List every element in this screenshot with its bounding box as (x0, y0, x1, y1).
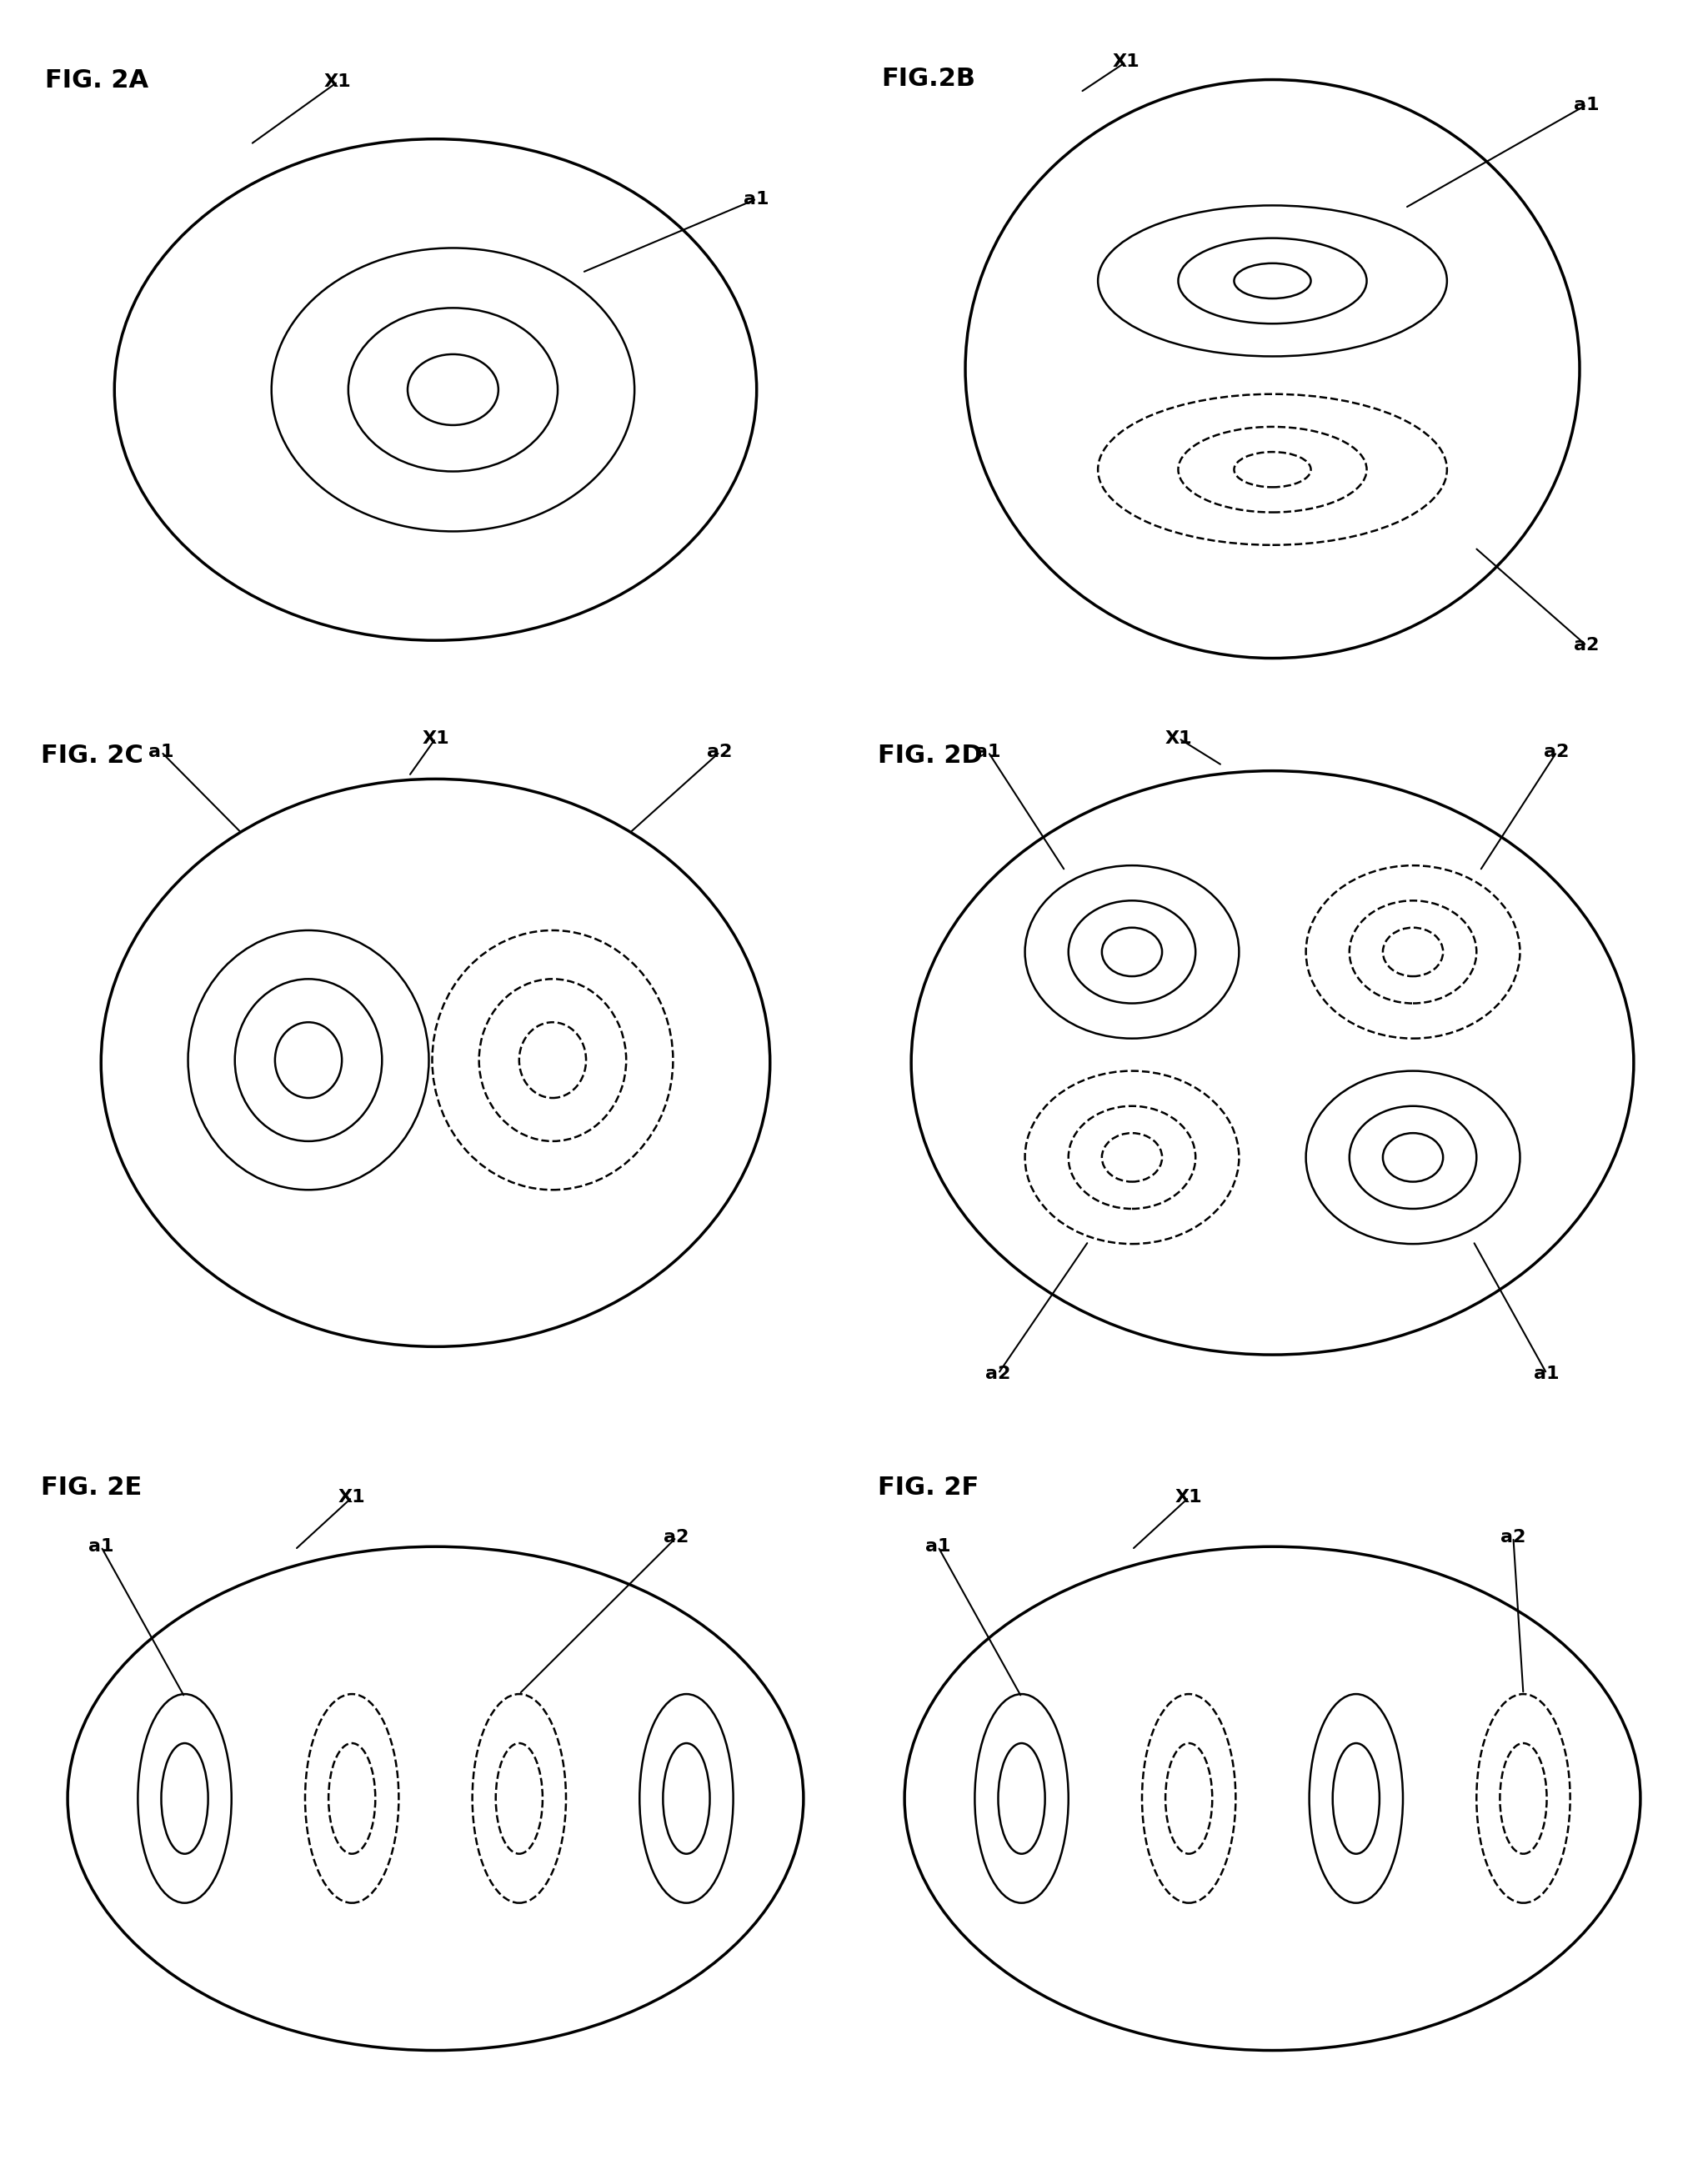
Text: a2: a2 (986, 1365, 1011, 1382)
Text: X1: X1 (325, 74, 352, 89)
Text: a1: a1 (89, 1539, 114, 1554)
Text: a1: a1 (745, 190, 769, 207)
Text: a1: a1 (149, 743, 174, 761)
Text: a2: a2 (1544, 743, 1570, 761)
Text: FIG. 2E: FIG. 2E (41, 1476, 142, 1500)
Text: a2: a2 (1575, 637, 1599, 654)
Text: FIG. 2D: FIG. 2D (878, 743, 982, 767)
Text: X1: X1 (1165, 730, 1192, 748)
Text: X1: X1 (422, 730, 449, 748)
Text: a1: a1 (1534, 1365, 1559, 1382)
Text: a2: a2 (1501, 1528, 1525, 1546)
Text: a1: a1 (1573, 96, 1599, 113)
Text: a1: a1 (926, 1539, 951, 1554)
Text: FIG. 2A: FIG. 2A (44, 68, 149, 92)
Text: X1: X1 (1175, 1489, 1202, 1506)
Text: X1: X1 (338, 1489, 366, 1506)
Text: a1: a1 (975, 743, 1001, 761)
Text: FIG.2B: FIG.2B (881, 68, 975, 92)
Text: X1: X1 (1112, 54, 1139, 70)
Text: a2: a2 (707, 743, 733, 761)
Text: FIG. 2C: FIG. 2C (41, 743, 143, 767)
Text: a2: a2 (664, 1528, 688, 1546)
Text: FIG. 2F: FIG. 2F (878, 1476, 979, 1500)
